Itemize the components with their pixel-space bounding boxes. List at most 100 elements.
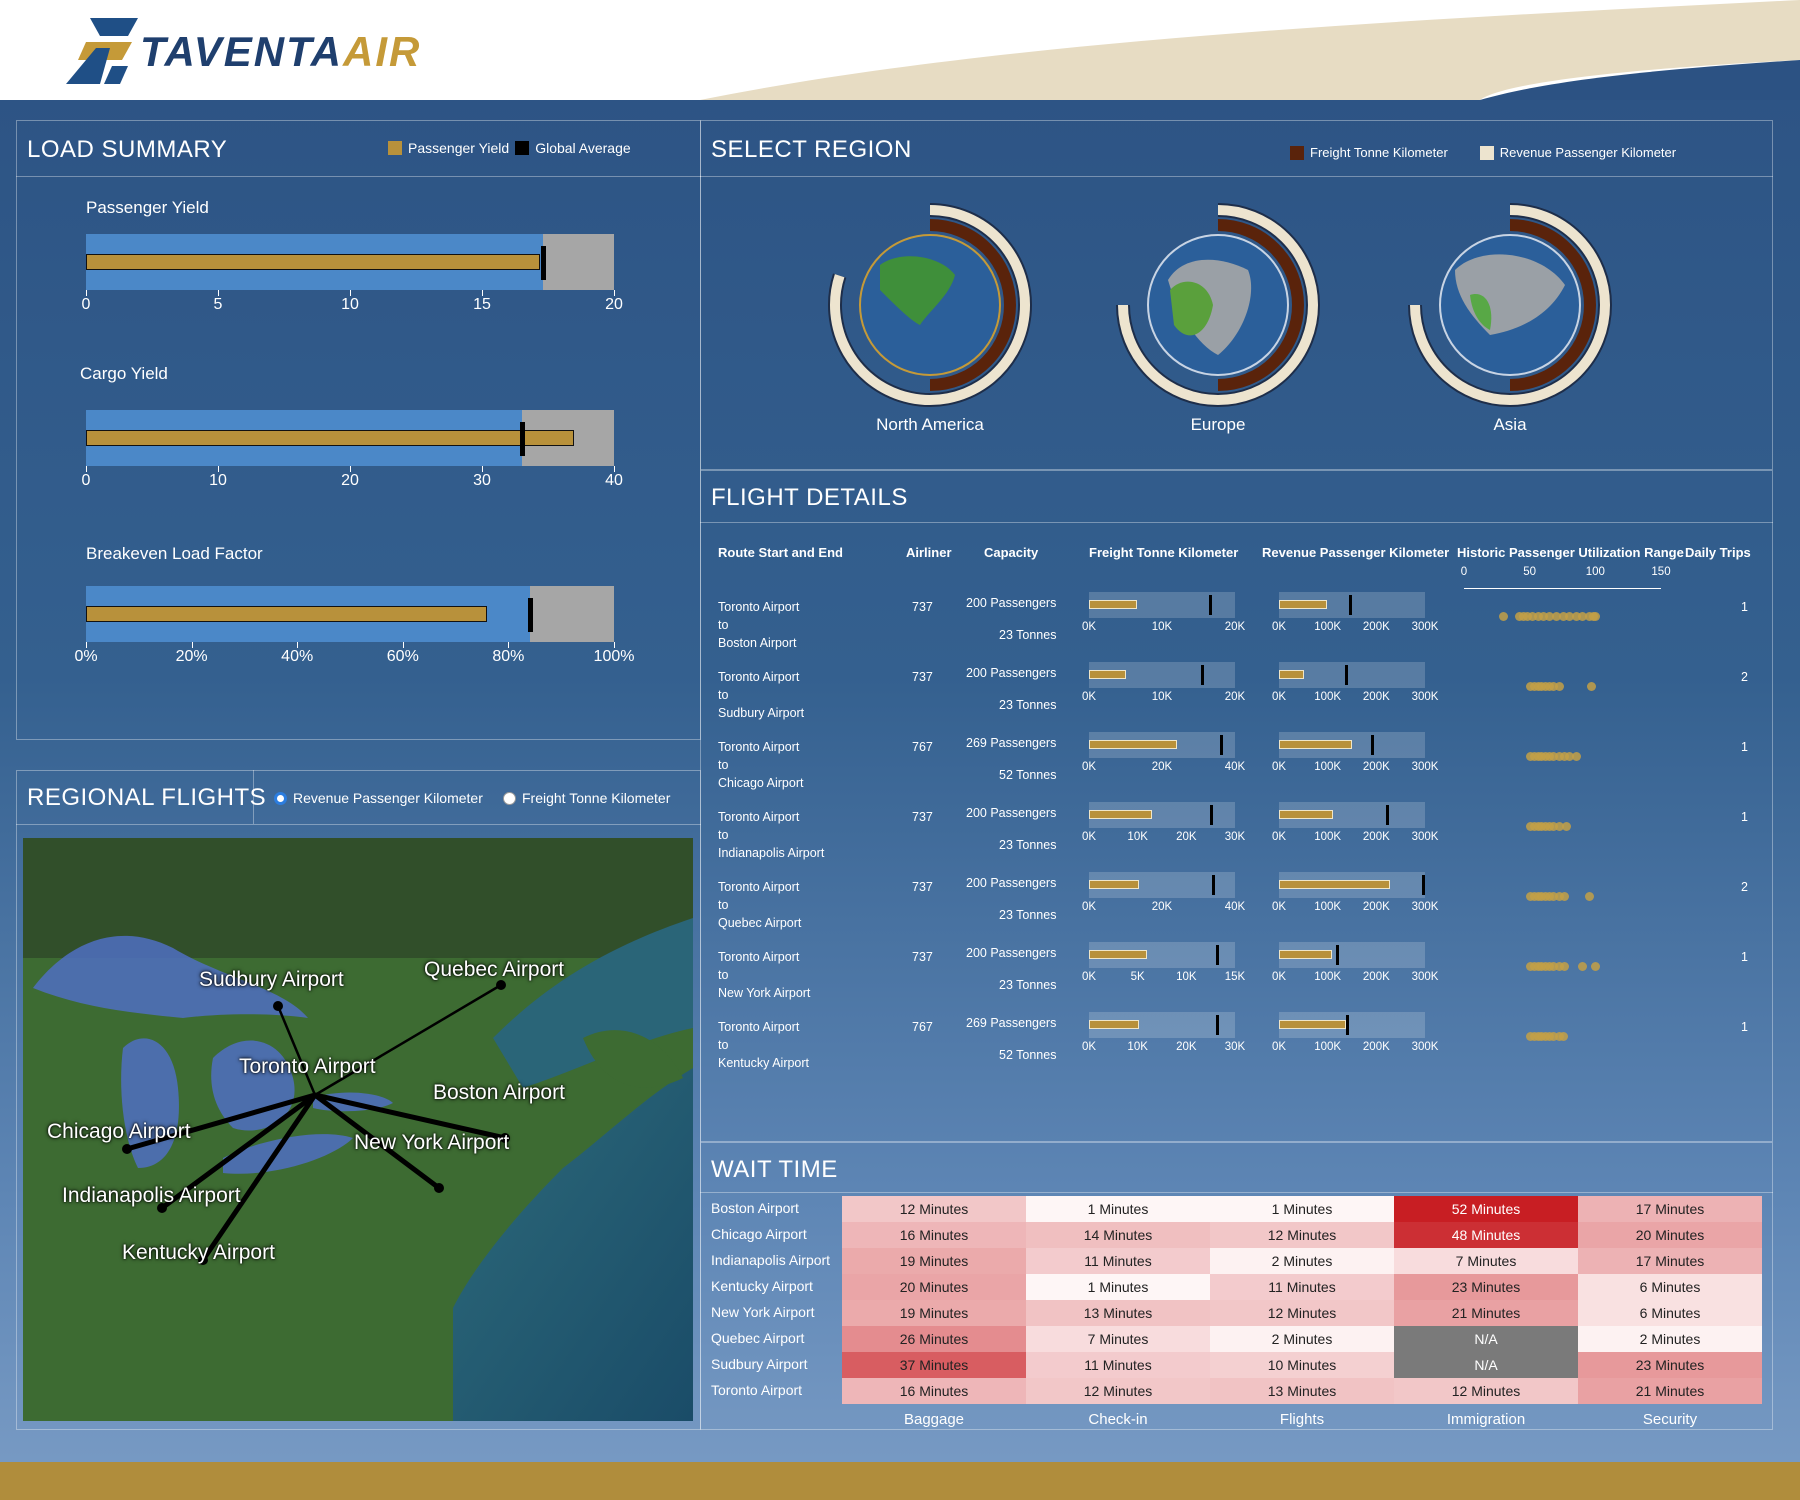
- airport-marker[interactable]: [500, 1133, 510, 1143]
- route-line[interactable]: [314, 983, 502, 1097]
- wait-cell: 23 Minutes: [1394, 1274, 1578, 1300]
- route-lines: [122, 980, 510, 1265]
- airport-label[interactable]: Boston Airport: [433, 1081, 565, 1104]
- ftk-tick-label: 10K: [1127, 831, 1148, 843]
- rpk-tick-label: 0K: [1271, 691, 1287, 703]
- historic-dot: [1587, 682, 1597, 691]
- airport-label[interactable]: Quebec Airport: [424, 958, 565, 981]
- airport-label[interactable]: Chicago Airport: [47, 1120, 191, 1143]
- wait-cell: 1 Minutes: [1026, 1274, 1210, 1300]
- route-line[interactable]: [126, 1092, 316, 1152]
- select-region-legend: Freight Tonne Kilometer Revenue Passenge…: [1290, 145, 1676, 160]
- rpk-tick-label: 300K: [1411, 691, 1439, 703]
- option-freight-tonne-km[interactable]: Freight Tonne Kilometer: [503, 790, 670, 806]
- historic-dot: [1528, 612, 1538, 621]
- col-header-route: Route Start and End: [718, 545, 843, 560]
- region-label[interactable]: Asia: [1493, 415, 1527, 434]
- rpk-target-marker: [1344, 665, 1348, 685]
- capacity-tonnes: 23 Tonnes: [999, 698, 1057, 712]
- region-label[interactable]: North America: [876, 415, 984, 434]
- airport-label[interactable]: Toronto Airport: [239, 1055, 376, 1078]
- wait-cell: 2 Minutes: [1578, 1326, 1762, 1352]
- historic-dot: [1559, 962, 1569, 971]
- passenger-arc: [1410, 205, 1610, 405]
- route-end: Sudbury Airport: [718, 706, 805, 720]
- airport-marker[interactable]: [496, 980, 506, 990]
- historic-dot: [1562, 822, 1572, 831]
- airport-label[interactable]: Indianapolis Airport: [62, 1184, 241, 1207]
- airport-marker[interactable]: [157, 1203, 167, 1213]
- ftk-tick-label: 20K: [1224, 691, 1246, 703]
- airport-label[interactable]: Kentucky Airport: [122, 1241, 275, 1264]
- historic-dot: [1559, 892, 1569, 901]
- region-globe[interactable]: [820, 195, 1040, 415]
- airport-label[interactable]: Sudbury Airport: [199, 968, 344, 991]
- route-start: Toronto Airport: [718, 1020, 800, 1034]
- rpk-tick-label: 200K: [1362, 1041, 1390, 1053]
- daily-trips-value: 1: [1741, 950, 1748, 964]
- tick-label: 20: [341, 472, 359, 489]
- daily-trips-value: 1: [1741, 810, 1748, 824]
- capacity-passengers: 200 Passengers: [966, 596, 1057, 610]
- airport-label[interactable]: New York Airport: [354, 1131, 510, 1154]
- route-to: to: [718, 758, 729, 772]
- route-line[interactable]: [313, 1093, 441, 1190]
- option-revenue-passenger-km[interactable]: Revenue Passenger Kilometer: [274, 790, 483, 806]
- historic-dot: [1571, 752, 1581, 761]
- historic-dot: [1549, 822, 1559, 831]
- rpk-bar: [1279, 740, 1352, 749]
- wait-cell: 7 Minutes: [1026, 1326, 1210, 1352]
- rpk-tick-label: 200K: [1362, 831, 1390, 843]
- tick-mark: [402, 642, 404, 648]
- region-globe[interactable]: [1108, 195, 1328, 415]
- wait-cell: 52 Minutes: [1394, 1196, 1578, 1222]
- wait-time-panel: [700, 1142, 1773, 1430]
- route-to: to: [718, 898, 729, 912]
- airport-marker[interactable]: [273, 1001, 283, 1011]
- capacity-tonnes: 52 Tonnes: [999, 1048, 1057, 1062]
- radio-unselected-icon[interactable]: [503, 791, 516, 805]
- load-summary-legend: Passenger Yield Global Average: [388, 140, 631, 156]
- route-line[interactable]: [200, 1093, 318, 1262]
- rpk-bar: [1279, 950, 1332, 959]
- rpk-tick-label: 100K: [1314, 691, 1342, 703]
- ftk-bar: [1089, 880, 1139, 889]
- route-line[interactable]: [276, 1005, 317, 1096]
- tick-label: 30: [473, 472, 491, 489]
- region-globe[interactable]: [1400, 195, 1620, 415]
- airliner-value: 737: [912, 950, 933, 964]
- historic-dot: [1549, 682, 1559, 691]
- passenger-arc: [830, 205, 1030, 405]
- historic-dot: [1554, 822, 1564, 831]
- route-to: to: [718, 828, 729, 842]
- rpk-tick-label: 100K: [1314, 831, 1342, 843]
- historic-dot: [1538, 612, 1548, 621]
- rpk-tick-label: 0K: [1271, 971, 1287, 983]
- app-header: TAVENTAAIR: [0, 0, 1800, 100]
- airport-marker[interactable]: [122, 1144, 132, 1154]
- radio-selected-icon[interactable]: [274, 791, 287, 805]
- region-label[interactable]: Europe: [1190, 415, 1246, 434]
- ftk-bar: [1089, 670, 1126, 679]
- route-line[interactable]: [314, 1092, 506, 1141]
- historic-dot: [1558, 1032, 1568, 1041]
- legend-swatch: [1479, 145, 1494, 160]
- wait-time-title: WAIT TIME: [711, 1156, 838, 1183]
- ftk-bar: [1089, 950, 1148, 959]
- route-line[interactable]: [160, 1092, 317, 1211]
- regional-map[interactable]: Sudbury Airport Quebec Airport Toronto Air…: [23, 838, 693, 1421]
- historic-dot: [1558, 612, 1568, 621]
- wait-cell: 16 Minutes: [842, 1378, 1026, 1404]
- historic-dot: [1549, 1032, 1559, 1041]
- rpk-tick-label: 0K: [1271, 621, 1287, 633]
- rpk-bar: [1279, 810, 1334, 819]
- capacity-tonnes: 23 Tonnes: [999, 908, 1057, 922]
- footer-bar: [0, 1462, 1800, 1500]
- ftk-tick-label: 40K: [1224, 901, 1246, 913]
- airport-marker[interactable]: [198, 1255, 208, 1265]
- wait-cell: 12 Minutes: [1026, 1378, 1210, 1404]
- radio-label: Revenue Passenger Kilometer: [293, 790, 483, 806]
- ftk-tick-label: 0K: [1081, 621, 1097, 633]
- airport-marker[interactable]: [434, 1183, 444, 1193]
- rpk-target-marker: [1385, 805, 1389, 825]
